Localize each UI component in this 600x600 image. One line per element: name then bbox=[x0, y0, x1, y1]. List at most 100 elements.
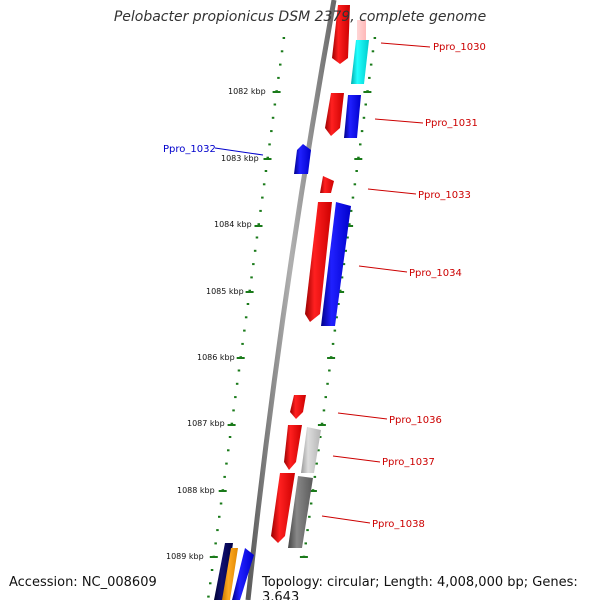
gene-glyph-ppro-1031-blue bbox=[344, 95, 361, 138]
scale-dot bbox=[228, 436, 232, 438]
scale-dot bbox=[264, 170, 268, 172]
gene-glyph-ppro-1036 bbox=[290, 395, 306, 419]
scale-dot bbox=[282, 37, 286, 39]
scale-dot bbox=[243, 329, 246, 332]
gene-label-ppro-1032[interactable]: Ppro_1032 bbox=[163, 144, 216, 155]
scale-dot bbox=[271, 116, 275, 119]
scale-major-tick bbox=[299, 556, 308, 558]
scale-major-tick bbox=[336, 291, 345, 293]
scale-dot bbox=[344, 249, 347, 252]
scale-dot bbox=[371, 50, 375, 53]
scale-dot bbox=[270, 130, 273, 133]
gene-label-ppro-1033[interactable]: Ppro_1033 bbox=[418, 190, 471, 201]
gene-glyph-ppro-1034-red bbox=[305, 202, 332, 322]
scale-ticks bbox=[209, 91, 372, 558]
scale-dot bbox=[237, 369, 241, 372]
scale-dot bbox=[308, 515, 311, 518]
scale-dot bbox=[262, 183, 266, 186]
gene-labels: Ppro_1030 Ppro_1031 Ppro_1032 Ppro_1033 … bbox=[163, 42, 486, 530]
scale-major-tick bbox=[245, 291, 254, 293]
scale-major-tick bbox=[354, 158, 363, 160]
gene-label-ppro-1038[interactable]: Ppro_1038 bbox=[372, 519, 425, 530]
gene-label-ppro-1036[interactable]: Ppro_1036 bbox=[389, 415, 442, 426]
scale-major-tick bbox=[363, 91, 372, 93]
callout-line-ppro-1033 bbox=[367, 188, 417, 195]
callout-line-ppro-1032 bbox=[214, 147, 264, 156]
scale-dot bbox=[250, 276, 253, 279]
genome-backbone bbox=[245, 0, 337, 600]
scale-dot bbox=[359, 143, 362, 146]
scale-dot bbox=[232, 409, 235, 412]
callout-line-ppro-1036 bbox=[337, 412, 388, 420]
scale-dot bbox=[331, 342, 335, 345]
scale-dot bbox=[324, 396, 327, 399]
scale-dot bbox=[273, 103, 277, 106]
gene-glyph-navy bbox=[214, 543, 233, 600]
gene-glyph-ppro-1030-tail bbox=[357, 20, 366, 40]
scale-major-tick bbox=[345, 225, 354, 227]
scale-dot bbox=[328, 369, 331, 372]
scale-dot bbox=[253, 249, 257, 252]
scale-label-1085: 1085 kbp bbox=[206, 287, 244, 296]
callout-line-ppro-1038 bbox=[321, 515, 371, 524]
scale-dot bbox=[306, 529, 309, 532]
map-title: Pelobacter propionicus DSM 2379, complet… bbox=[113, 9, 487, 25]
gene-label-ppro-1037[interactable]: Ppro_1037 bbox=[382, 457, 435, 468]
scale-label-1087: 1087 kbp bbox=[187, 419, 225, 428]
scale-dot bbox=[315, 462, 318, 465]
gene-glyph-ppro-1031-red bbox=[325, 93, 344, 136]
callout-line-ppro-1034 bbox=[358, 265, 408, 273]
gene-glyph-orange bbox=[222, 548, 238, 600]
gene-glyph-ppro-1037-red bbox=[284, 425, 302, 470]
scale-dot bbox=[322, 409, 326, 412]
scale-dot bbox=[369, 63, 373, 66]
gene-glyph-ppro-1032 bbox=[294, 144, 311, 174]
scale-dot bbox=[241, 342, 244, 345]
scale-dot bbox=[248, 289, 251, 292]
scale-major-tick bbox=[327, 357, 336, 359]
gene-glyph-blue-bottom bbox=[232, 548, 254, 600]
scale-dot bbox=[261, 196, 264, 199]
scale-dot bbox=[235, 382, 239, 385]
scale-dot bbox=[335, 316, 338, 319]
scale-label-1084: 1084 kbp bbox=[214, 220, 252, 229]
scale-dot bbox=[368, 76, 371, 79]
scale-dot bbox=[351, 196, 355, 199]
genome-summary-text: Topology: circular; Length: 4,008,000 bp… bbox=[262, 575, 578, 600]
scale-label-1082: 1082 kbp bbox=[228, 87, 266, 96]
scale-dot bbox=[246, 303, 250, 305]
scale-dot bbox=[364, 103, 367, 106]
scale-labels: 1082 kbp 1083 kbp 1084 kbp 1085 kbp 1086… bbox=[166, 87, 266, 561]
scale-dot bbox=[207, 595, 210, 598]
scale-dot bbox=[357, 156, 360, 159]
scale-dot bbox=[333, 329, 337, 332]
gene-label-ppro-1031[interactable]: Ppro_1031 bbox=[425, 118, 478, 129]
scale-dot bbox=[326, 382, 329, 385]
scale-dot bbox=[355, 170, 358, 172]
gene-label-ppro-1034[interactable]: Ppro_1034 bbox=[409, 268, 462, 279]
scale-dot bbox=[225, 462, 228, 465]
scale-major-tick bbox=[263, 158, 272, 160]
scale-major-tick bbox=[209, 556, 218, 558]
gene-label-ppro-1030[interactable]: Ppro_1030 bbox=[433, 42, 486, 53]
scale-major-tick bbox=[272, 91, 281, 93]
scale-dot bbox=[252, 263, 255, 266]
scale-dot bbox=[340, 276, 344, 279]
gene-glyph-ppro-1030-leading bbox=[332, 5, 350, 64]
scale-label-1089: 1089 kbp bbox=[166, 552, 204, 561]
scale-dot bbox=[319, 436, 322, 438]
scale-dot bbox=[230, 422, 234, 425]
scale-dot bbox=[304, 542, 307, 545]
scale-dot bbox=[223, 475, 226, 478]
callout-line-ppro-1037 bbox=[332, 455, 381, 463]
scale-dot bbox=[279, 63, 282, 66]
scale-dot bbox=[268, 143, 271, 146]
scale-dot bbox=[309, 502, 313, 505]
scale-dot bbox=[360, 130, 364, 133]
scale-dot bbox=[259, 209, 262, 212]
scale-dot bbox=[266, 156, 269, 159]
scale-dot bbox=[257, 223, 260, 226]
callout-line-ppro-1030 bbox=[380, 42, 431, 48]
scale-major-tick bbox=[218, 490, 227, 492]
scale-label-1086: 1086 kbp bbox=[197, 353, 235, 362]
